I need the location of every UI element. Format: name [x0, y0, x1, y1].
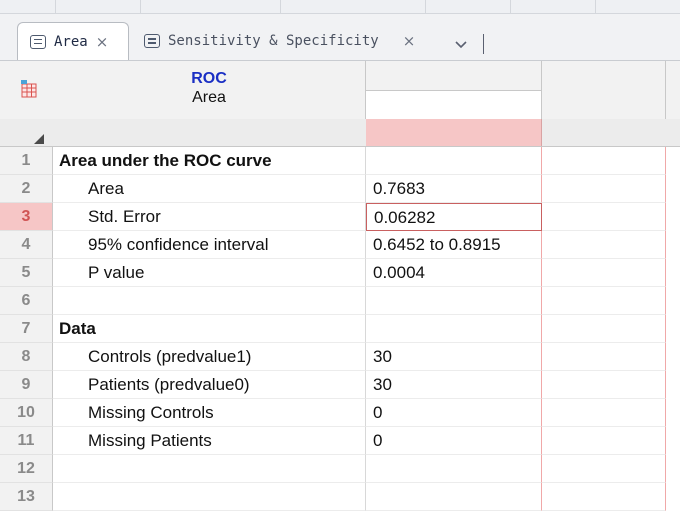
document-icon: [144, 34, 160, 48]
empty-cell[interactable]: [542, 371, 666, 399]
value-cell-active[interactable]: 0.06282: [366, 203, 542, 231]
label-cell[interactable]: [53, 287, 366, 315]
row-number[interactable]: 9: [0, 371, 53, 399]
empty-cell[interactable]: [542, 175, 666, 203]
row-number[interactable]: 7: [0, 315, 53, 343]
row-number[interactable]: 5: [0, 259, 53, 287]
label-cell[interactable]: 95% confidence interval: [53, 231, 366, 259]
column-title: ROC Area: [53, 61, 366, 119]
row-number[interactable]: 12: [0, 455, 53, 483]
value-cell[interactable]: 0: [366, 427, 542, 455]
strip-cell: [280, 0, 426, 13]
empty-cell[interactable]: [542, 203, 666, 231]
table-row: 3 Std. Error 0.06282: [0, 203, 680, 231]
strip-cell: [55, 0, 141, 13]
value-cell[interactable]: [366, 483, 542, 511]
row-number[interactable]: 8: [0, 343, 53, 371]
value-cell[interactable]: 30: [366, 371, 542, 399]
empty-cell[interactable]: [542, 259, 666, 287]
table-row: 8 Controls (predvalue1) 30: [0, 343, 680, 371]
close-icon[interactable]: ×: [402, 32, 416, 50]
strip-cell: [510, 0, 596, 13]
column-b-title[interactable]: [366, 90, 542, 119]
value-cell[interactable]: [366, 147, 542, 175]
empty-cell[interactable]: [542, 455, 666, 483]
row-number[interactable]: 10: [0, 399, 53, 427]
value-cell[interactable]: 0: [366, 399, 542, 427]
strip-cell: [0, 0, 56, 13]
close-icon[interactable]: ×: [95, 32, 109, 51]
table-row: 12: [0, 455, 680, 483]
section-heading-cell[interactable]: Data: [53, 315, 366, 343]
table-row: 2 Area 0.7683: [0, 175, 680, 203]
value-cell[interactable]: 0.7683: [366, 175, 542, 203]
row-number[interactable]: 11: [0, 427, 53, 455]
tab-label: Sensitivity & Specificity: [168, 33, 379, 49]
tab-divider: [483, 34, 484, 54]
select-all-corner[interactable]: [34, 134, 44, 144]
label-cell[interactable]: Controls (predvalue1): [53, 343, 366, 371]
label-cell[interactable]: Patients (predvalue0): [53, 371, 366, 399]
section-heading-cell[interactable]: Area under the ROC curve: [53, 147, 366, 175]
label-cell[interactable]: [53, 483, 366, 511]
empty-cell[interactable]: [542, 427, 666, 455]
row-number[interactable]: 4: [0, 231, 53, 259]
row-number[interactable]: 1: [0, 147, 53, 175]
value-cell[interactable]: 0.0004: [366, 259, 542, 287]
table-row: 11 Missing Patients 0: [0, 427, 680, 455]
row-number[interactable]: 6: [0, 287, 53, 315]
column-b-top: [366, 61, 542, 90]
empty-cell[interactable]: [542, 399, 666, 427]
label-cell[interactable]: [53, 455, 366, 483]
chevron-down-icon[interactable]: [452, 36, 470, 54]
column-b-header-selected[interactable]: [366, 119, 542, 146]
table-title: ROC: [191, 70, 227, 87]
label-cell[interactable]: P value: [53, 259, 366, 287]
column-c-top: [542, 61, 666, 119]
column-header-row: [0, 119, 680, 147]
table-row: 6: [0, 287, 680, 315]
label-cell[interactable]: Area: [53, 175, 366, 203]
document-icon: [30, 34, 46, 49]
value-cell[interactable]: [366, 455, 542, 483]
table-title-row: ROC Area: [0, 61, 680, 120]
data-table: ROC Area 1 Area under the ROC curve 2 Area 0…: [0, 61, 680, 511]
empty-cell[interactable]: [542, 343, 666, 371]
label-cell[interactable]: Missing Controls: [53, 399, 366, 427]
table-icon[interactable]: [20, 79, 38, 99]
strip-cell: [140, 0, 281, 13]
value-cell[interactable]: 30: [366, 343, 542, 371]
tab-area[interactable]: Area ×: [17, 22, 129, 60]
label-cell[interactable]: Missing Patients: [53, 427, 366, 455]
tab-label: Area: [54, 33, 88, 50]
empty-cell[interactable]: [542, 483, 666, 511]
table-row: 4 95% confidence interval 0.6452 to 0.8915: [0, 231, 680, 259]
table-row: 7 Data: [0, 315, 680, 343]
table-row: 1 Area under the ROC curve: [0, 147, 680, 175]
value-cell[interactable]: [366, 315, 542, 343]
row-number[interactable]: 3: [0, 203, 53, 231]
row-number[interactable]: 2: [0, 175, 53, 203]
value-cell[interactable]: 0.6452 to 0.8915: [366, 231, 542, 259]
tab-bar: Area × Sensitivity & Specificity ×: [0, 14, 680, 61]
top-strip: [0, 0, 680, 14]
value-cell[interactable]: [366, 287, 542, 315]
empty-cell[interactable]: [542, 315, 666, 343]
row-number[interactable]: 13: [0, 483, 53, 511]
label-cell[interactable]: Std. Error: [53, 203, 366, 231]
table-row: 9 Patients (predvalue0) 30: [0, 371, 680, 399]
empty-cell[interactable]: [542, 147, 666, 175]
tab-sensitivity-specificity[interactable]: Sensitivity & Specificity ×: [138, 23, 428, 59]
empty-cell[interactable]: [542, 287, 666, 315]
table-row: 13: [0, 483, 680, 511]
strip-cell: [425, 0, 511, 13]
table-row: 10 Missing Controls 0: [0, 399, 680, 427]
empty-cell[interactable]: [542, 231, 666, 259]
table-subtitle: Area: [192, 89, 226, 106]
